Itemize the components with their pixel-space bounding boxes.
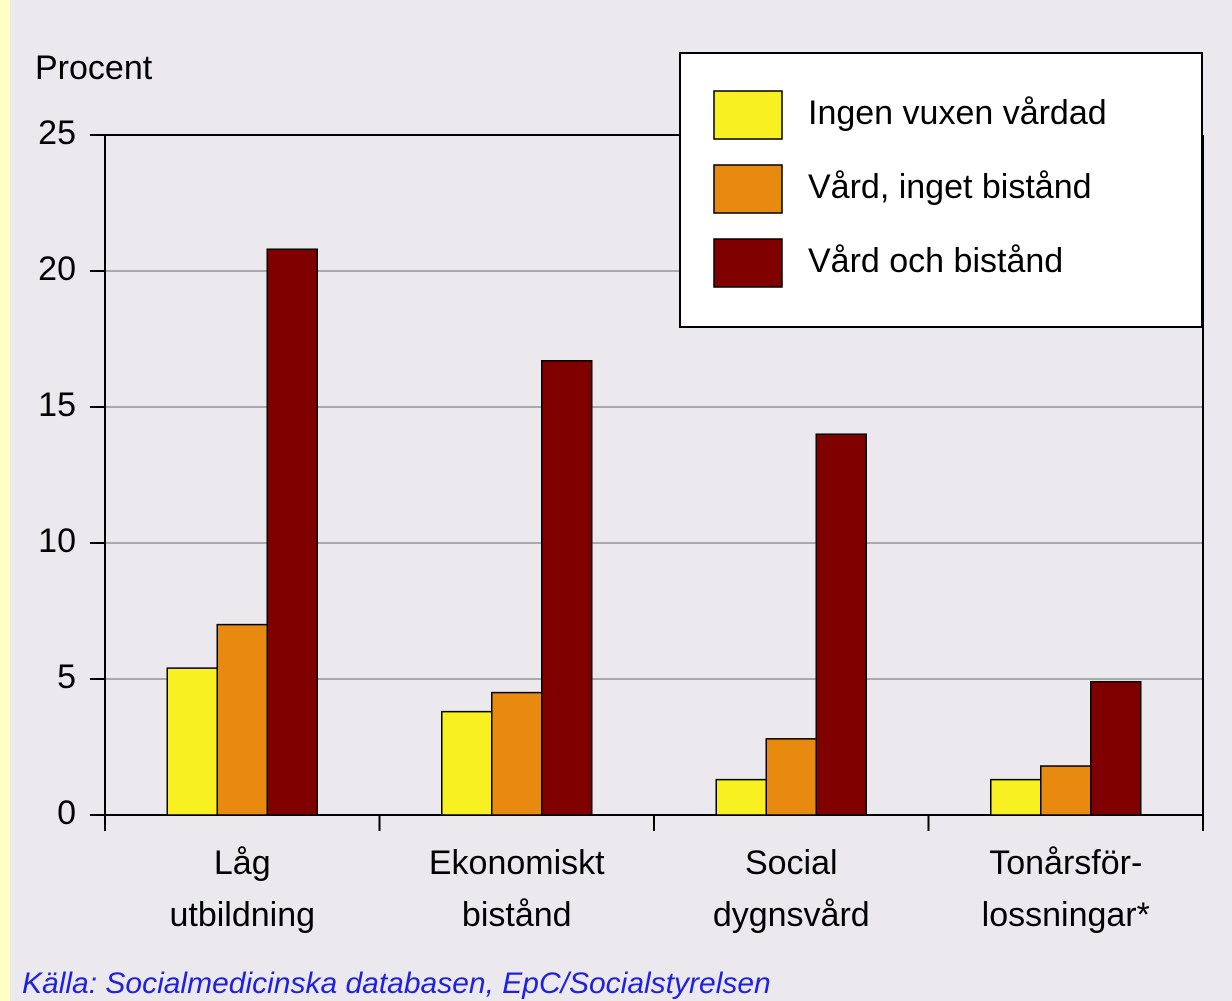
bar [1040, 765, 1092, 816]
bar [1090, 680, 1142, 816]
source: Källa: Socialmedicinska databasen, EpC/S… [22, 967, 771, 1000]
bar [541, 360, 593, 816]
x-tick-label: lossningar* [982, 896, 1150, 934]
bar [765, 738, 817, 816]
y-tick-label: 5 [57, 658, 76, 696]
bar [216, 623, 268, 816]
x-tick-label: utbildning [169, 896, 315, 934]
bar [815, 433, 867, 816]
y-axis-label: Procent [35, 49, 153, 87]
x-tick-label: Ekonomiskt [429, 844, 605, 882]
x-tick-label: dygnsvård [713, 896, 870, 934]
x-tick-label: Social [745, 844, 838, 882]
bar [266, 248, 318, 816]
legend-label: Vård, inget bistånd [808, 168, 1092, 206]
x-tick-label: Låg [214, 844, 271, 882]
legend-swatch [713, 90, 783, 140]
y-tick-label: 0 [57, 794, 76, 832]
x-tick-label: bistånd [462, 896, 572, 934]
bar [491, 691, 543, 816]
legend-label: Vård och bistånd [808, 242, 1063, 280]
x-tick-label: Tonårsför- [989, 844, 1142, 882]
y-tick-label: 10 [38, 522, 76, 560]
y-tick-label: 20 [38, 250, 76, 288]
bar [990, 778, 1042, 816]
legend-swatch [713, 164, 783, 214]
bar [441, 710, 493, 816]
y-tick-label: 15 [38, 386, 76, 424]
bar [715, 778, 767, 816]
legend-label: Ingen vuxen vårdad [808, 94, 1107, 132]
legend-swatch [713, 238, 783, 288]
y-tick-label: 25 [38, 114, 76, 152]
bar [166, 667, 218, 816]
